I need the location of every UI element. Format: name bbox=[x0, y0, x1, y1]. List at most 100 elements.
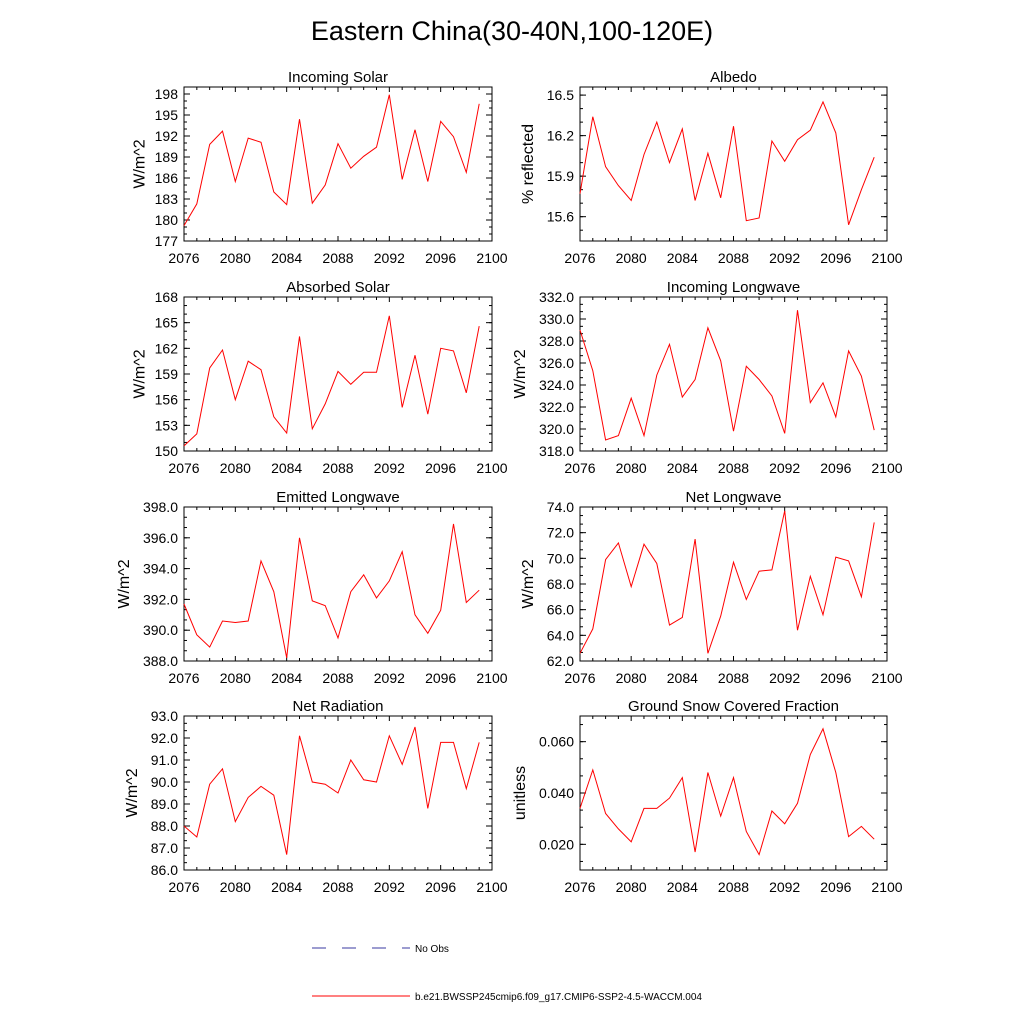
y-tick-label: 195 bbox=[155, 107, 179, 123]
y-tick-label: 394.0 bbox=[143, 561, 178, 577]
panel-title: Ground Snow Covered Fraction bbox=[628, 698, 839, 715]
x-tick-label: 2088 bbox=[322, 460, 353, 476]
x-tick-label: 2092 bbox=[374, 250, 405, 266]
x-tick-label: 2084 bbox=[667, 460, 698, 476]
x-tick-label: 2084 bbox=[667, 670, 698, 686]
y-tick-label: 86.0 bbox=[151, 862, 178, 878]
series-line bbox=[183, 94, 480, 226]
y-tick-label: 74.0 bbox=[547, 499, 574, 515]
y-tick-label: 322.0 bbox=[539, 399, 574, 415]
x-tick-label: 2096 bbox=[820, 879, 851, 895]
x-tick-label: 2092 bbox=[769, 250, 800, 266]
y-tick-label: 180 bbox=[155, 212, 179, 228]
x-tick-label: 2080 bbox=[616, 250, 647, 266]
y-tick-label: 66.0 bbox=[547, 602, 574, 618]
y-axis-label: unitless bbox=[512, 766, 529, 820]
y-tick-label: 320.0 bbox=[539, 421, 574, 437]
y-tick-label: 92.0 bbox=[151, 730, 178, 746]
x-tick-label: 2076 bbox=[168, 250, 199, 266]
panel-net-longwave: Net Longwave 2076 2080 2084 2088 2092 2096 2100… bbox=[520, 489, 903, 686]
y-axis-label: W/m^2 bbox=[520, 559, 537, 608]
y-tick-label: 0.060 bbox=[539, 734, 574, 750]
panel-title: Incoming Longwave bbox=[667, 279, 800, 296]
panel-incoming-solar: Incoming Solar 2076 2080 2084 2088 2092 2096 21… bbox=[132, 69, 508, 266]
x-tick-label: 2076 bbox=[168, 460, 199, 476]
y-tick-label: 162 bbox=[155, 340, 179, 356]
x-tick-label: 2076 bbox=[168, 670, 199, 686]
x-tick-label: 2088 bbox=[718, 670, 749, 686]
y-tick-label: 324.0 bbox=[539, 377, 574, 393]
series-line bbox=[183, 726, 480, 855]
y-tick-label: 156 bbox=[155, 392, 179, 408]
panel-emitted-longwave: Emitted Longwave 2076 2080 2084 2088 2092 2096… bbox=[116, 489, 508, 686]
x-tick-label: 2084 bbox=[667, 879, 698, 895]
y-tick-label: 88.0 bbox=[151, 818, 178, 834]
x-tick-label: 2096 bbox=[425, 250, 456, 266]
x-tick-label: 2100 bbox=[871, 460, 902, 476]
y-tick-label: 390.0 bbox=[143, 622, 178, 638]
y-tick-label: 328.0 bbox=[539, 333, 574, 349]
y-tick-label: 326.0 bbox=[539, 355, 574, 371]
y-axis-label: W/m^2 bbox=[132, 349, 149, 398]
y-tick-label: 0.040 bbox=[539, 785, 574, 801]
x-tick-label: 2080 bbox=[616, 879, 647, 895]
x-tick-label: 2092 bbox=[374, 460, 405, 476]
y-tick-label: 150 bbox=[155, 443, 179, 459]
plot-frame bbox=[579, 715, 888, 871]
x-tick-label: 2100 bbox=[871, 879, 902, 895]
plot-frame bbox=[183, 86, 493, 242]
x-tick-label: 2100 bbox=[871, 670, 902, 686]
y-tick-label: 183 bbox=[155, 191, 179, 207]
x-tick-label: 2092 bbox=[374, 670, 405, 686]
x-tick-label: 2088 bbox=[718, 879, 749, 895]
panel-title: Emitted Longwave bbox=[276, 489, 399, 506]
x-tick-label: 2096 bbox=[425, 460, 456, 476]
x-tick-label: 2100 bbox=[476, 879, 507, 895]
y-tick-label: 90.0 bbox=[151, 774, 178, 790]
y-tick-label: 64.0 bbox=[547, 627, 574, 643]
x-tick-label: 2084 bbox=[271, 670, 302, 686]
x-tick-label: 2080 bbox=[616, 670, 647, 686]
series-line bbox=[579, 510, 875, 654]
y-tick-label: 332.0 bbox=[539, 289, 574, 305]
x-tick-label: 2080 bbox=[220, 250, 251, 266]
y-tick-label: 15.6 bbox=[547, 209, 574, 225]
panel-net-radiation: Net Radiation 2076 2080 2084 2088 2092 2096 210… bbox=[124, 698, 508, 895]
x-tick-label: 2080 bbox=[220, 879, 251, 895]
x-tick-label: 2076 bbox=[564, 250, 595, 266]
x-tick-label: 2084 bbox=[667, 250, 698, 266]
panel-title: Absorbed Solar bbox=[286, 279, 389, 296]
series-line bbox=[183, 315, 480, 447]
plot-frame bbox=[579, 86, 888, 242]
y-tick-label: 15.9 bbox=[547, 168, 574, 184]
y-tick-label: 165 bbox=[155, 315, 179, 331]
x-tick-label: 2092 bbox=[769, 879, 800, 895]
plot-frame bbox=[579, 296, 888, 452]
y-tick-label: 62.0 bbox=[547, 653, 574, 669]
y-axis-label: W/m^2 bbox=[116, 559, 133, 608]
panel-title: Net Radiation bbox=[293, 698, 384, 715]
x-tick-label: 2084 bbox=[271, 460, 302, 476]
x-tick-label: 2096 bbox=[425, 670, 456, 686]
y-tick-label: 192 bbox=[155, 128, 179, 144]
y-tick-label: 159 bbox=[155, 366, 179, 382]
y-tick-label: 168 bbox=[155, 289, 179, 305]
x-tick-label: 2084 bbox=[271, 250, 302, 266]
x-tick-label: 2088 bbox=[322, 879, 353, 895]
x-tick-label: 2100 bbox=[476, 250, 507, 266]
x-tick-label: 2096 bbox=[425, 879, 456, 895]
y-tick-label: 0.020 bbox=[539, 836, 574, 852]
y-tick-label: 189 bbox=[155, 149, 179, 165]
y-tick-label: 91.0 bbox=[151, 752, 178, 768]
x-tick-label: 2080 bbox=[616, 460, 647, 476]
y-tick-label: 177 bbox=[155, 233, 179, 249]
series-line bbox=[579, 727, 875, 856]
y-tick-label: 16.5 bbox=[547, 87, 574, 103]
panel-incoming-longwave: Incoming Longwave 2076 2080 2084 2088 2092 209… bbox=[512, 279, 903, 476]
y-tick-label: 398.0 bbox=[143, 499, 178, 515]
x-tick-label: 2088 bbox=[322, 250, 353, 266]
plot-frame bbox=[579, 506, 888, 662]
series-line bbox=[579, 310, 875, 441]
y-axis-label: W/m^2 bbox=[124, 768, 141, 817]
